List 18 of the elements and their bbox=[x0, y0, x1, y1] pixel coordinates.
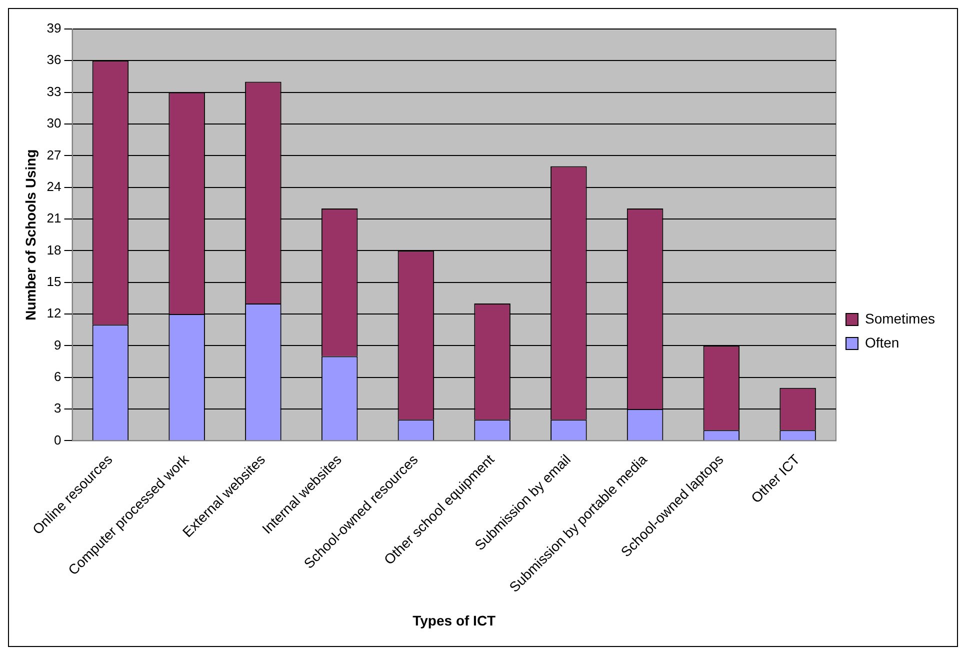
y-tick-label: 3 bbox=[54, 400, 62, 416]
y-tick-label: 30 bbox=[46, 116, 62, 131]
y-tick-label: 21 bbox=[46, 210, 62, 226]
y-tick-label: 36 bbox=[46, 52, 62, 68]
y-tick-label: 24 bbox=[46, 178, 62, 194]
y-tick-label: 18 bbox=[46, 242, 62, 258]
y-tick-label: 12 bbox=[46, 306, 62, 321]
y-tick-label: 15 bbox=[46, 274, 62, 289]
x-axis-title: Types of ICT bbox=[412, 612, 496, 628]
y-tick-label: 0 bbox=[54, 432, 62, 448]
legend-label: Often bbox=[864, 334, 900, 350]
y-axis-title: Number of Schools Using bbox=[22, 149, 38, 320]
y-tick-label: 33 bbox=[46, 84, 62, 99]
y-tick-label: 39 bbox=[46, 20, 62, 36]
y-tick-label: 27 bbox=[46, 147, 62, 162]
y-tick-label: 9 bbox=[54, 337, 62, 352]
y-tick-label: 6 bbox=[54, 368, 62, 384]
legend-label: Sometimes bbox=[864, 310, 936, 326]
